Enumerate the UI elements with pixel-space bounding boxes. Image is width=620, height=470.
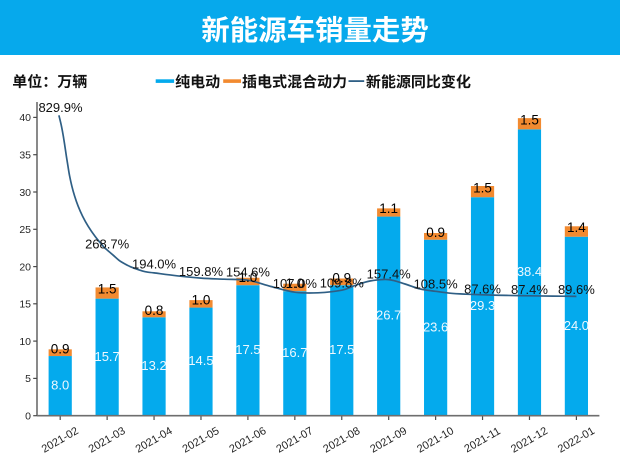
svg-text:1.0: 1.0 (192, 293, 211, 308)
svg-text:154.6%: 154.6% (226, 264, 271, 279)
svg-text:829.9%: 829.9% (38, 100, 83, 115)
svg-text:15: 15 (19, 299, 31, 311)
svg-text:268.7%: 268.7% (85, 237, 130, 252)
svg-text:194.0%: 194.0% (132, 256, 177, 271)
svg-text:107.0%: 107.0% (273, 276, 318, 291)
svg-text:0.9: 0.9 (332, 271, 351, 286)
svg-text:1.0: 1.0 (239, 270, 258, 285)
svg-text:109.8%: 109.8% (320, 276, 365, 291)
svg-text:1.5: 1.5 (473, 180, 492, 195)
svg-text:5: 5 (25, 373, 31, 385)
svg-text:1.4: 1.4 (567, 220, 586, 235)
svg-text:87.4%: 87.4% (511, 282, 548, 297)
svg-text:15.7: 15.7 (94, 349, 119, 364)
svg-text:108.5%: 108.5% (414, 277, 459, 292)
svg-text:17.5: 17.5 (329, 342, 354, 357)
svg-text:17.5: 17.5 (235, 342, 260, 357)
svg-text:0.8: 0.8 (145, 303, 164, 318)
svg-text:0: 0 (25, 411, 31, 423)
svg-text:13.2: 13.2 (141, 358, 166, 373)
svg-text:14.5: 14.5 (188, 353, 213, 368)
svg-text:159.8%: 159.8% (179, 264, 224, 279)
svg-text:35: 35 (19, 150, 31, 162)
svg-text:30: 30 (19, 187, 31, 199)
svg-text:29.3: 29.3 (470, 298, 495, 313)
svg-text:0.9: 0.9 (426, 225, 445, 240)
svg-text:157.4%: 157.4% (367, 267, 412, 282)
svg-text:1.0: 1.0 (285, 276, 304, 291)
svg-text:23.6: 23.6 (423, 319, 448, 334)
svg-text:1.1: 1.1 (379, 201, 398, 216)
svg-text:10: 10 (19, 336, 31, 348)
svg-text:16.7: 16.7 (282, 345, 307, 360)
svg-text:40: 40 (19, 112, 31, 124)
svg-text:87.6%: 87.6% (464, 282, 501, 297)
svg-text:38.4: 38.4 (517, 264, 542, 279)
svg-text:26.7: 26.7 (376, 308, 401, 323)
svg-text:1.5: 1.5 (520, 112, 539, 127)
svg-text:24.0: 24.0 (564, 318, 589, 333)
svg-text:1.5: 1.5 (98, 282, 117, 297)
svg-text:0.9: 0.9 (51, 341, 70, 356)
svg-text:89.6%: 89.6% (558, 282, 595, 297)
svg-text:25: 25 (19, 224, 31, 236)
svg-text:8.0: 8.0 (51, 377, 69, 392)
svg-text:20: 20 (19, 261, 31, 273)
